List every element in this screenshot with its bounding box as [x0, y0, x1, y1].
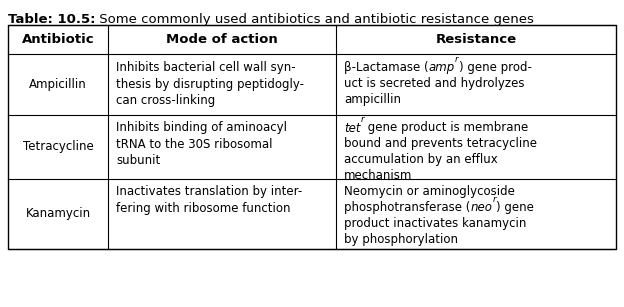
Text: r: r — [361, 115, 364, 124]
Text: Mode of action: Mode of action — [167, 33, 278, 46]
Text: Inactivates translation by inter-
fering with ribosome function: Inactivates translation by inter- fering… — [116, 185, 303, 215]
Text: ampicillin: ampicillin — [344, 93, 401, 106]
Text: accumulation by an efflux: accumulation by an efflux — [344, 154, 498, 166]
Text: Kanamycin: Kanamycin — [26, 207, 90, 220]
Text: bound and prevents tetracycline: bound and prevents tetracycline — [344, 138, 537, 150]
Text: Neomycin or aminoglycoside: Neomycin or aminoglycoside — [344, 185, 515, 199]
Text: gene product is membrane: gene product is membrane — [364, 122, 529, 134]
Text: phosphotransferase (: phosphotransferase ( — [344, 201, 470, 214]
Text: r: r — [493, 195, 496, 204]
Text: tet: tet — [344, 122, 361, 134]
Text: Antibiotic: Antibiotic — [22, 33, 94, 46]
Text: product inactivates kanamycin: product inactivates kanamycin — [344, 217, 527, 230]
Text: ) gene: ) gene — [496, 201, 534, 214]
Text: amp: amp — [429, 61, 455, 75]
Text: ) gene prod-: ) gene prod- — [459, 61, 532, 75]
Text: Table: 10.5:: Table: 10.5: — [8, 13, 95, 26]
Text: Resistance: Resistance — [436, 33, 517, 46]
Text: mechanism: mechanism — [344, 169, 412, 182]
Bar — [8, 25, 616, 248]
Text: neo: neo — [470, 201, 493, 214]
Text: r: r — [455, 55, 459, 64]
Text: Inhibits binding of aminoacyl
tRNA to the 30S ribosomal
subunit: Inhibits binding of aminoacyl tRNA to th… — [116, 122, 287, 168]
Text: by phosphorylation: by phosphorylation — [344, 233, 458, 246]
Text: Ampicillin: Ampicillin — [29, 78, 87, 91]
Text: uct is secreted and hydrolyzes: uct is secreted and hydrolyzes — [344, 77, 525, 91]
Text: Inhibits bacterial cell wall syn-
thesis by disrupting peptidogly-
can cross-lin: Inhibits bacterial cell wall syn- thesis… — [116, 61, 305, 107]
Text: Some commonly used antibiotics and antibiotic resistance genes: Some commonly used antibiotics and antib… — [95, 13, 534, 26]
Text: Tetracycline: Tetracycline — [23, 140, 94, 153]
Text: β-Lactamase (: β-Lactamase ( — [344, 61, 429, 75]
